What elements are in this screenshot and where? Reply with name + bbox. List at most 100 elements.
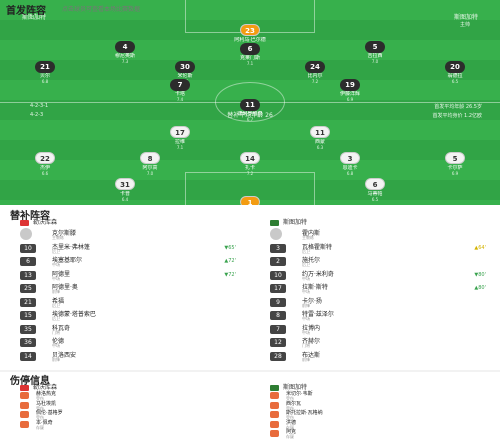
- sub-name: 伦德: [52, 338, 65, 345]
- player-name: 吉拉西: [367, 53, 383, 59]
- player-card[interactable]: 3 恩迪卡 6.8: [322, 146, 378, 176]
- sub-row[interactable]: 9 卡尔·扬 前锋: [250, 295, 500, 311]
- player-number: 5: [445, 152, 465, 164]
- player-rating: 7.0: [371, 59, 379, 64]
- player-card[interactable]: 19 伊藤洋辉 6.9: [322, 72, 378, 102]
- coach-avatar-icon: [270, 228, 282, 240]
- sub-row[interactable]: 6 埃塞基耶尔 中场 ▲72': [0, 254, 250, 270]
- player-card[interactable]: 31 卡普 6.4: [97, 172, 153, 202]
- sub-number: 13: [20, 270, 36, 280]
- injury-player-name: 斯托拉斯·瓦格纳: [286, 410, 323, 416]
- player-name: 伊藤洋辉: [339, 91, 360, 97]
- sub-name: 齐赫尔: [302, 338, 321, 345]
- player-card[interactable]: 1赫拉德茨基7.0: [222, 190, 278, 205]
- sub-row[interactable]: 35 科瓦奇 门将: [0, 322, 250, 338]
- player-name: 卡尔萨: [447, 165, 463, 171]
- sub-row[interactable]: 10 约万·米利奇 中场 ▼80': [250, 268, 500, 284]
- player-card[interactable]: 6 马蒂帕 6.5: [347, 172, 403, 202]
- player-number: 8: [140, 152, 160, 164]
- injury-row[interactable]: 赫洛热克 受伤: [0, 391, 250, 401]
- injury-row[interactable]: 斯托拉斯·瓦格纳 受伤: [250, 410, 500, 420]
- sub-row[interactable]: 7 拉博内 中场: [250, 322, 500, 338]
- player-number: 21: [35, 61, 55, 73]
- injury-row[interactable]: 本·佩奇 存疑: [0, 420, 250, 430]
- player-card[interactable]: 5 卡尔萨 6.9: [427, 146, 483, 176]
- injury-row[interactable]: 米切尔·韦斯 受伤: [250, 391, 500, 401]
- lineup-title: 首发阵容: [6, 6, 46, 17]
- player-number: 24: [305, 61, 325, 73]
- player-card[interactable]: 24 比内尔 7.2: [287, 54, 343, 84]
- injury-icon: [20, 401, 29, 409]
- sub-number: 2: [270, 257, 286, 266]
- player-rating: 6.6: [41, 171, 49, 176]
- injuries-away-team: 斯图加特: [283, 384, 308, 391]
- subs-away-column: 斯图加特 霍内斯 主教练 3 瓦格霍斯特 后卫 ▲64' 2 施托尔 后卫 10 约万·米利奇 中场 ▼…: [250, 217, 500, 367]
- sub-position: 中场: [302, 329, 310, 335]
- injuries-title: 伤停信息: [10, 376, 50, 387]
- lineup-avg-value: 首发平均身价 1.2亿欧: [432, 113, 482, 119]
- player-card[interactable]: 20 翁德拉 6.5: [427, 54, 483, 84]
- sub-row[interactable]: 36 伦德 中场: [0, 335, 250, 351]
- sub-number: 3: [270, 243, 286, 253]
- player-name: 比内尔: [307, 73, 323, 79]
- sub-row[interactable]: 15 埃德蒙·塔普索巴 后卫: [0, 308, 250, 324]
- sub-row[interactable]: 克尔斯滕 主教练: [0, 227, 250, 243]
- sub-position: 后卫: [52, 302, 60, 308]
- sub-row[interactable]: 14 贝洛西安 前锋: [0, 349, 250, 365]
- player-number: 31: [115, 178, 135, 190]
- sub-row[interactable]: 21 希福 后卫: [0, 295, 250, 311]
- player-card[interactable]: 11 德米罗维奇 6.7: [222, 92, 278, 122]
- sub-row[interactable]: 10 杰里米·弗林蓬 后卫 ▼65': [0, 241, 250, 257]
- injuries-home-team: 勒沃库森: [33, 384, 58, 391]
- sub-row[interactable]: 2 施托尔 后卫: [250, 254, 500, 270]
- injury-row[interactable]: 马杜埃凯 受伤: [0, 401, 250, 411]
- injury-icon: [270, 411, 279, 418]
- player-card[interactable]: 17 拉维 7.1: [152, 120, 208, 150]
- player-rating: 6.9: [451, 171, 459, 176]
- player-card[interactable]: 6 克莱门斯 7.1: [222, 36, 278, 66]
- sub-position: 中场: [302, 275, 310, 281]
- player-number: 19: [340, 79, 360, 91]
- player-card[interactable]: 22 杰伊 6.6: [17, 146, 73, 176]
- injury-row[interactable]: 洪德 存疑: [250, 420, 500, 430]
- sub-name: 拉博内: [302, 324, 321, 332]
- sub-row[interactable]: 3 瓦格霍斯特 后卫 ▲64': [250, 241, 500, 257]
- sub-number: 10: [20, 243, 36, 253]
- sub-row[interactable]: 12 齐赫尔 门将: [250, 335, 500, 351]
- player-number: 30: [175, 61, 195, 73]
- injury-row[interactable]: 阿克 存疑: [250, 429, 500, 439]
- injury-row[interactable]: 佩伦·基格罗 受伤: [0, 410, 250, 420]
- player-card[interactable]: 7 卡塔 7.4: [152, 72, 208, 102]
- player-name: 西蒙: [314, 139, 325, 145]
- sub-name: 瓦格霍斯特: [302, 243, 333, 251]
- sub-name: 拉斯·斯特: [302, 284, 328, 291]
- sub-row[interactable]: 25 阿德里·奥 前锋: [0, 281, 250, 297]
- sub-row[interactable]: 28 布达斯 前锋: [250, 349, 500, 365]
- sub-row[interactable]: 8 特雷·兹泽尔 中场: [250, 308, 500, 324]
- sub-row[interactable]: 17 拉斯·斯特 中场 ▲80': [250, 281, 500, 297]
- sub-row[interactable]: 霍内斯 主教练: [250, 227, 500, 243]
- player-name: 穆尼奥斯: [114, 53, 135, 59]
- home-flag-icon: [20, 384, 29, 391]
- player-card[interactable]: 14 扎卡 7.2: [222, 146, 278, 176]
- sub-number: 36: [20, 338, 36, 347]
- sub-event-time: ▼80': [474, 271, 486, 278]
- player-rating: 6.7: [246, 117, 254, 122]
- player-card[interactable]: 8 阿尔高 7.0: [122, 146, 178, 176]
- injury-row[interactable]: 西尔瓦 受伤: [250, 401, 500, 411]
- injury-status: 存疑: [286, 424, 294, 430]
- player-card[interactable]: 4 穆尼奥斯 7.3: [97, 34, 153, 64]
- player-card[interactable]: 21 贝尔 6.8: [17, 54, 73, 84]
- center-circle: [215, 82, 285, 122]
- sub-name: 希福: [52, 297, 65, 305]
- player-number: 14: [240, 152, 260, 164]
- sub-name: 霍内斯: [302, 230, 321, 237]
- sub-event-time: ▼72': [224, 271, 236, 278]
- player-card[interactable]: 5 吉拉西 7.0: [347, 34, 403, 64]
- sub-row[interactable]: 13 阿德里 中场 ▼72': [0, 268, 250, 284]
- player-number: 7: [170, 79, 190, 91]
- player-card[interactable]: 11 西蒙 6.3: [292, 120, 348, 150]
- injury-icon: [270, 392, 279, 399]
- sub-name: 卡尔·扬: [302, 297, 322, 305]
- player-name: 克莱门斯: [239, 55, 260, 61]
